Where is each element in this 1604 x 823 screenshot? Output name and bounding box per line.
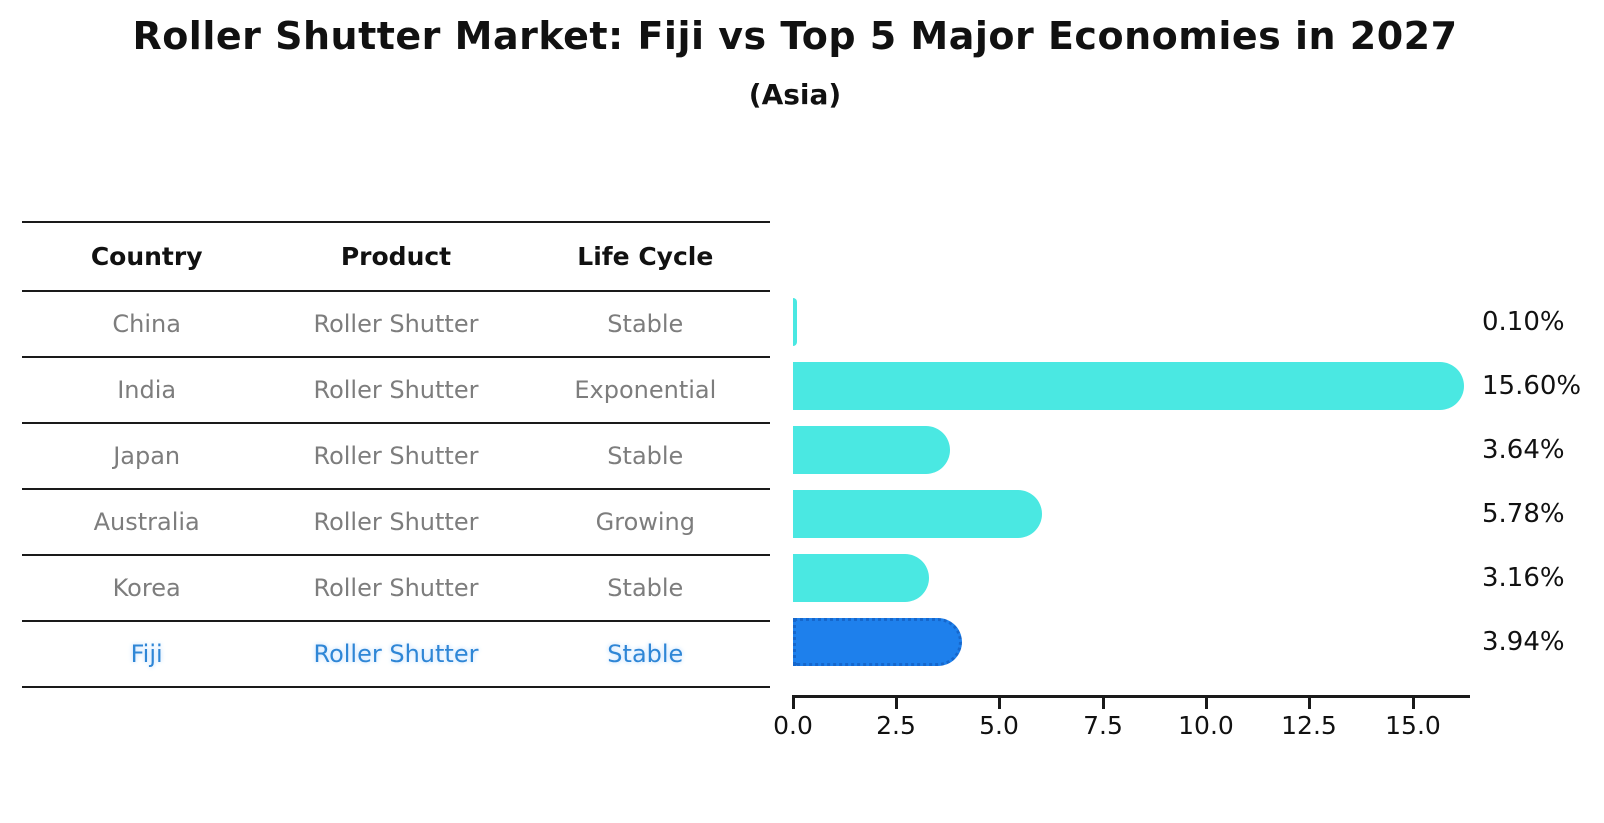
cell-product: Roller Shutter [313,508,479,536]
x-tick-label: 10.0 [1178,711,1234,740]
chart-title: Roller Shutter Market: Fiji vs Top 5 Maj… [132,14,1458,58]
x-tick-label: 2.5 [876,711,916,740]
cell-product: Roller Shutter [313,442,479,470]
cell-life-cycle: Growing [595,508,695,536]
value-label-india: 15.60% [1482,371,1582,401]
header-product: Product [340,242,452,271]
bar-australia [793,490,1042,538]
x-tick [792,698,795,709]
cell-life-cycle: Stable [607,442,684,470]
header-country: Country [90,242,203,271]
table-header-row: Country Product Life Cycle [22,223,770,292]
x-tick [1308,698,1311,709]
x-axis-line [792,695,1470,698]
chart-subtitle: (Asia) [748,78,842,111]
cell-life-cycle: Exponential [574,376,717,404]
x-tick [998,698,1001,709]
cell-country: Korea [112,574,181,602]
bar-fiji [793,618,963,666]
table-row-fiji: Fiji Roller Shutter Stable [22,622,770,688]
x-tick-label: 12.5 [1281,711,1337,740]
cell-country: India [117,376,177,404]
bar-china [793,298,798,346]
cell-life-cycle: Stable [607,310,684,338]
cell-product: Roller Shutter [313,574,479,602]
cell-country: China [112,310,181,338]
cell-country: Japan [113,442,181,470]
country-table: Country Product Life Cycle China Roller … [22,221,770,688]
value-label-fiji: 3.94% [1482,627,1565,657]
cell-product: Roller Shutter [313,640,479,668]
table-row-india: India Roller Shutter Exponential [22,358,770,424]
cell-product: Roller Shutter [313,310,479,338]
x-tick-label: 5.0 [979,711,1019,740]
cell-country: Fiji [130,640,163,668]
header-life-cycle: Life Cycle [577,242,714,271]
value-label-australia: 5.78% [1482,499,1565,529]
x-tick-label: 7.5 [1083,711,1123,740]
x-tick-label: 0.0 [773,711,813,740]
x-tick-label: 15.0 [1385,711,1441,740]
x-tick [1412,698,1415,709]
bar-india [793,362,1464,410]
cell-life-cycle: Stable [607,574,684,602]
x-tick [1102,698,1105,709]
table-row-china: China Roller Shutter Stable [22,292,770,358]
cell-life-cycle: Stable [607,640,684,668]
value-label-china: 0.10% [1482,307,1565,337]
table-row-korea: Korea Roller Shutter Stable [22,556,770,622]
table-row-australia: Australia Roller Shutter Growing [22,490,770,556]
cell-country: Australia [93,508,200,536]
bar-japan [793,426,950,474]
bar-korea [793,554,929,602]
x-tick [1205,698,1208,709]
value-label-korea: 3.16% [1482,563,1565,593]
x-tick [895,698,898,709]
table-row-japan: Japan Roller Shutter Stable [22,424,770,490]
cell-product: Roller Shutter [313,376,479,404]
value-label-japan: 3.64% [1482,435,1565,465]
